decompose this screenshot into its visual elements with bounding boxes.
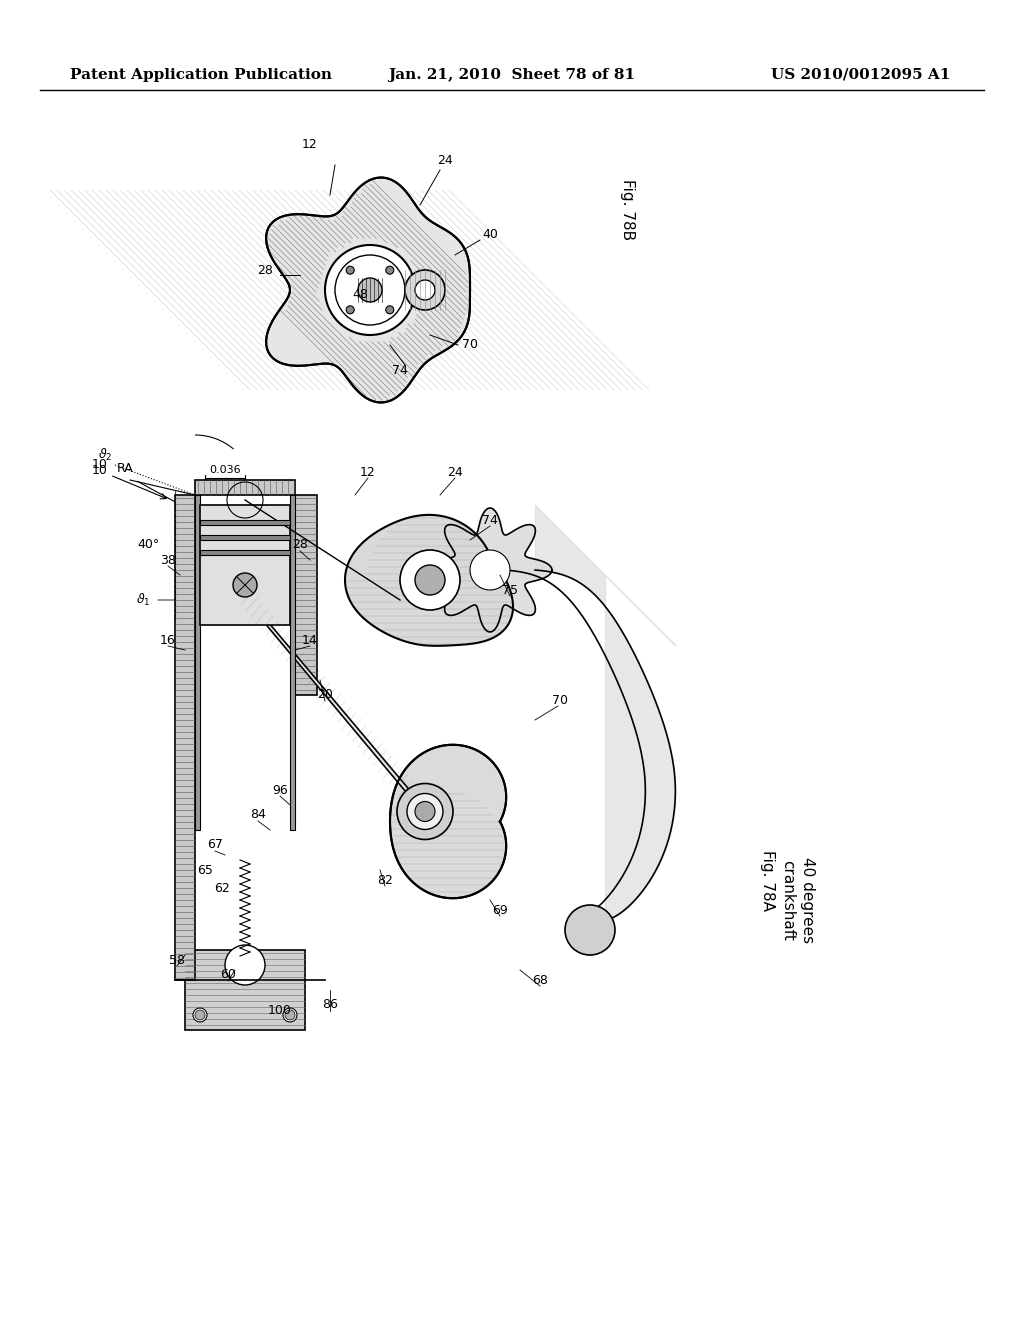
- Text: 14: 14: [302, 634, 317, 647]
- Bar: [175, 495, 195, 979]
- Circle shape: [415, 801, 435, 821]
- Circle shape: [358, 279, 382, 302]
- Bar: [185, 950, 305, 1030]
- Text: 82: 82: [377, 874, 393, 887]
- Text: 58: 58: [169, 953, 185, 966]
- Text: 28: 28: [257, 264, 273, 276]
- Circle shape: [406, 271, 445, 310]
- Circle shape: [386, 306, 394, 314]
- Text: $\vartheta_1$: $\vartheta_1$: [136, 591, 151, 609]
- Text: 74: 74: [482, 513, 498, 527]
- Circle shape: [233, 573, 257, 597]
- Text: 28: 28: [292, 539, 308, 552]
- Circle shape: [415, 565, 445, 595]
- Bar: [195, 495, 200, 830]
- Text: 70: 70: [462, 338, 478, 351]
- Text: 40°: 40°: [137, 539, 159, 552]
- Circle shape: [193, 1008, 207, 1022]
- Text: 68: 68: [532, 974, 548, 986]
- Circle shape: [407, 793, 443, 829]
- Text: 40: 40: [482, 228, 498, 242]
- Bar: [195, 480, 295, 495]
- Text: $\vartheta_2$: $\vartheta_2$: [98, 447, 113, 463]
- Circle shape: [400, 550, 460, 610]
- Bar: [200, 535, 290, 540]
- Text: 75: 75: [502, 583, 518, 597]
- Circle shape: [565, 906, 615, 954]
- Text: 16: 16: [160, 634, 176, 647]
- Text: 84: 84: [250, 808, 266, 821]
- Text: 24: 24: [437, 153, 453, 166]
- Text: 10: 10: [92, 463, 108, 477]
- Text: US 2010/0012095 A1: US 2010/0012095 A1: [771, 69, 950, 82]
- Circle shape: [283, 1008, 297, 1022]
- Text: 48: 48: [352, 289, 368, 301]
- Text: 0.036: 0.036: [209, 465, 241, 475]
- Text: 40 degrees: 40 degrees: [800, 857, 815, 942]
- Circle shape: [415, 280, 435, 300]
- Circle shape: [195, 1010, 205, 1020]
- Circle shape: [346, 267, 354, 275]
- Circle shape: [470, 550, 510, 590]
- Circle shape: [346, 306, 354, 314]
- Text: Jan. 21, 2010  Sheet 78 of 81: Jan. 21, 2010 Sheet 78 of 81: [388, 69, 636, 82]
- Polygon shape: [266, 178, 470, 403]
- Text: 12: 12: [302, 139, 317, 152]
- Text: 20: 20: [317, 689, 333, 701]
- Circle shape: [225, 945, 265, 985]
- Text: Fig. 78A: Fig. 78A: [760, 850, 775, 911]
- Bar: [200, 506, 290, 624]
- Text: 65: 65: [197, 863, 213, 876]
- Circle shape: [386, 267, 394, 275]
- Text: Fig. 78B: Fig. 78B: [620, 180, 635, 240]
- Bar: [200, 520, 290, 525]
- Bar: [290, 495, 295, 830]
- Circle shape: [325, 246, 415, 335]
- Text: 100: 100: [268, 1003, 292, 1016]
- Text: crankshaft: crankshaft: [780, 859, 795, 940]
- Text: 12: 12: [360, 466, 376, 479]
- Circle shape: [285, 1010, 295, 1020]
- Text: 67: 67: [207, 838, 223, 851]
- Polygon shape: [266, 178, 470, 403]
- Text: Patent Application Publication: Patent Application Publication: [70, 69, 332, 82]
- Polygon shape: [390, 744, 506, 898]
- Text: 60: 60: [220, 969, 236, 982]
- Bar: [295, 495, 317, 696]
- Text: 38: 38: [160, 553, 176, 566]
- Text: 74: 74: [392, 363, 408, 376]
- Text: 69: 69: [493, 903, 508, 916]
- Polygon shape: [345, 515, 513, 645]
- Text: 70: 70: [552, 693, 568, 706]
- Text: 24: 24: [447, 466, 463, 479]
- Circle shape: [397, 784, 453, 840]
- Text: 10: 10: [92, 458, 108, 471]
- Text: 96: 96: [272, 784, 288, 796]
- Text: 86: 86: [323, 998, 338, 1011]
- Bar: [200, 550, 290, 554]
- Text: RA: RA: [117, 462, 133, 474]
- Text: 62: 62: [214, 882, 229, 895]
- Polygon shape: [428, 508, 552, 632]
- Polygon shape: [239, 591, 434, 818]
